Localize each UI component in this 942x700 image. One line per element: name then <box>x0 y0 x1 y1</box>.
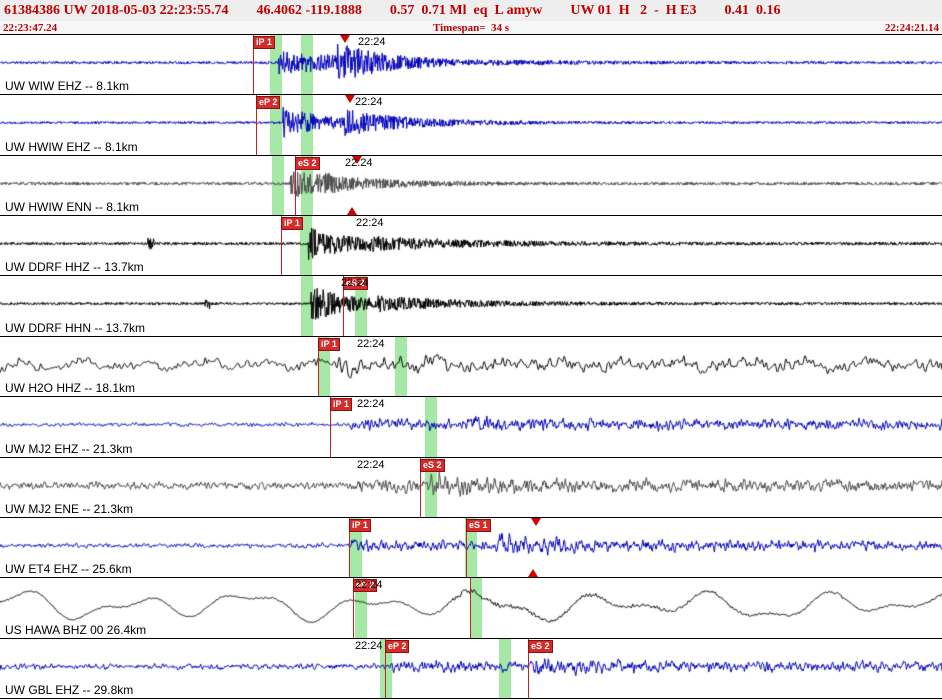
waveform-trace-canvas[interactable] <box>0 336 942 397</box>
minute-mark-label: 22:24 <box>356 217 384 230</box>
pick-time-line[interactable] <box>253 35 254 95</box>
pick-flag[interactable]: eS 2 <box>343 277 368 291</box>
window-start-time: 22:23:47.24 <box>3 21 58 34</box>
minute-mark-label: 22:24 <box>357 337 385 350</box>
channel-row-9: iP 1 eS 1 UW ET4 EHZ -- 25.6km <box>0 517 942 579</box>
station-channel-label: UW HWIW EHZ -- 8.1km <box>5 139 138 154</box>
minute-mark-label: 22:24 <box>345 156 373 169</box>
station-channel-label: UW ET4 EHZ -- 25.6km <box>5 562 132 577</box>
waveform-trace-canvas[interactable] <box>0 578 942 638</box>
station-channel-label: UW DDRF HHN -- 13.7km <box>5 320 145 335</box>
event-coordinates: 46.4062 -119.1888 <box>256 2 362 18</box>
event-magnitude-info: 0.57 0.71 Ml eq L amyw <box>389 2 543 18</box>
channel-row-10: eP 2 22:24 US HAWA BHZ 00 26.4km <box>0 578 942 639</box>
event-uncertainty: 0.41 0.16 <box>724 2 781 18</box>
origin-marker-triangle[interactable] <box>528 569 538 578</box>
origin-marker-triangle[interactable] <box>347 207 357 216</box>
waveform-trace-canvas[interactable] <box>0 638 942 698</box>
waveform-trace-canvas[interactable] <box>0 457 942 517</box>
window-end-time: 22:24:21.14 <box>884 21 939 34</box>
pick-flag[interactable]: eS 2 <box>528 639 553 653</box>
station-channel-label: UW MJ2 EHZ -- 21.3km <box>5 441 133 456</box>
event-id-origin: 61384386 UW 2018-05-03 22:23:55.74 <box>4 2 229 18</box>
channel-row-4: iP 1 22:24 UW DDRF HHZ -- 13.7km <box>0 216 942 277</box>
channel-row-3: eS 2 22:24 UW HWIW ENN -- 8.1km <box>0 155 942 217</box>
channel-row-7: iP 1 22:24 UW MJ2 EHZ -- 21.3km <box>0 397 942 458</box>
pick-flag[interactable]: iP 1 <box>349 518 371 532</box>
origin-marker-triangle[interactable] <box>352 155 362 164</box>
pick-flag[interactable]: iP 1 <box>330 398 352 412</box>
channel-row-11: eP 2 eS 2 22:24 UW GBL EHZ -- 29.8km <box>0 638 942 699</box>
channel-row-6: iP 1 22:24 UW H2O HHZ -- 18.1km <box>0 336 942 398</box>
waveform-trace-canvas[interactable] <box>0 95 942 155</box>
minute-mark-label: 22:24 <box>357 398 385 411</box>
station-channel-label: US HAWA BHZ 00 26.4km <box>5 622 147 637</box>
pick-flag[interactable]: eP 2 <box>385 639 410 653</box>
waveform-trace-canvas[interactable] <box>0 276 942 336</box>
pick-time-line[interactable] <box>318 336 319 397</box>
timespan-label: Timespan= 34 s <box>432 21 510 34</box>
station-channel-label: UW H2O HHZ -- 18.1km <box>5 381 136 396</box>
time-range-bar: 22:23:47.24 Timespan= 34 s 22:24:21.14 <box>0 21 942 35</box>
pick-time-line[interactable] <box>470 578 471 638</box>
minute-mark-label: 22:24 <box>357 458 385 471</box>
pick-flag[interactable]: iP 1 <box>253 36 275 49</box>
pick-time-line[interactable] <box>281 216 282 276</box>
minute-mark-label: 22:24 <box>355 579 383 592</box>
station-channel-label: UW DDRF HHZ -- 13.7km <box>5 260 144 275</box>
channel-row-1: iP 1 22:24 UW WIW EHZ -- 8.1km <box>0 35 942 96</box>
pick-time-line[interactable] <box>353 578 354 638</box>
origin-marker-triangle[interactable] <box>531 517 541 526</box>
minute-mark-label: 22:24 <box>358 36 386 48</box>
pick-time-line[interactable] <box>349 517 350 578</box>
pick-flag[interactable]: eP 2 <box>353 579 378 593</box>
pick-flag[interactable]: iP 1 <box>281 217 303 231</box>
pick-time-line[interactable] <box>330 397 331 457</box>
pick-time-line[interactable] <box>528 638 529 698</box>
pick-flag[interactable]: eS 1 <box>466 518 491 532</box>
pick-flag[interactable]: eS 2 <box>295 156 320 170</box>
station-channel-label: UW GBL EHZ -- 29.8km <box>5 682 134 697</box>
minute-mark-label: 22:24 <box>355 639 383 652</box>
pick-time-line[interactable] <box>343 276 344 336</box>
waveform-channel-list: iP 1 22:24 UW WIW EHZ -- 8.1km eP 2 22:24 UW … <box>0 35 942 699</box>
pick-flag[interactable]: iP 1 <box>318 337 340 351</box>
pick-time-line[interactable] <box>420 457 421 517</box>
waveform-trace-canvas[interactable] <box>0 397 942 457</box>
waveform-trace-canvas[interactable] <box>0 155 942 216</box>
station-channel-label: UW WIW EHZ -- 8.1km <box>5 79 129 94</box>
station-channel-label: UW HWIW ENN -- 8.1km <box>5 200 139 215</box>
pick-time-line[interactable] <box>295 155 296 216</box>
pick-flag[interactable]: eS 2 <box>420 458 445 472</box>
pick-flag[interactable]: eP 2 <box>256 96 281 110</box>
pick-time-line[interactable] <box>256 95 257 155</box>
minute-mark-label: 22:24 <box>341 277 369 290</box>
event-info-bar: 61384386 UW 2018-05-03 22:23:55.74 46.40… <box>0 0 942 21</box>
pick-time-line[interactable] <box>466 517 467 578</box>
origin-marker-triangle[interactable] <box>345 95 355 104</box>
event-channel-info: UW 01 H 2 - H E3 <box>570 2 697 18</box>
channel-row-2: eP 2 22:24 UW HWIW EHZ -- 8.1km <box>0 95 942 156</box>
waveform-trace-canvas[interactable] <box>0 216 942 276</box>
channel-row-8: eS 2 22:24 UW MJ2 ENE -- 21.3km <box>0 457 942 518</box>
channel-row-5: eS 2 22:24 UW DDRF HHN -- 13.7km <box>0 276 942 337</box>
pick-time-line[interactable] <box>385 638 386 698</box>
waveform-trace-canvas[interactable] <box>0 35 942 95</box>
station-channel-label: UW MJ2 ENE -- 21.3km <box>5 501 134 516</box>
minute-mark-label: 22:24 <box>355 96 383 109</box>
origin-marker-triangle[interactable] <box>340 35 350 43</box>
